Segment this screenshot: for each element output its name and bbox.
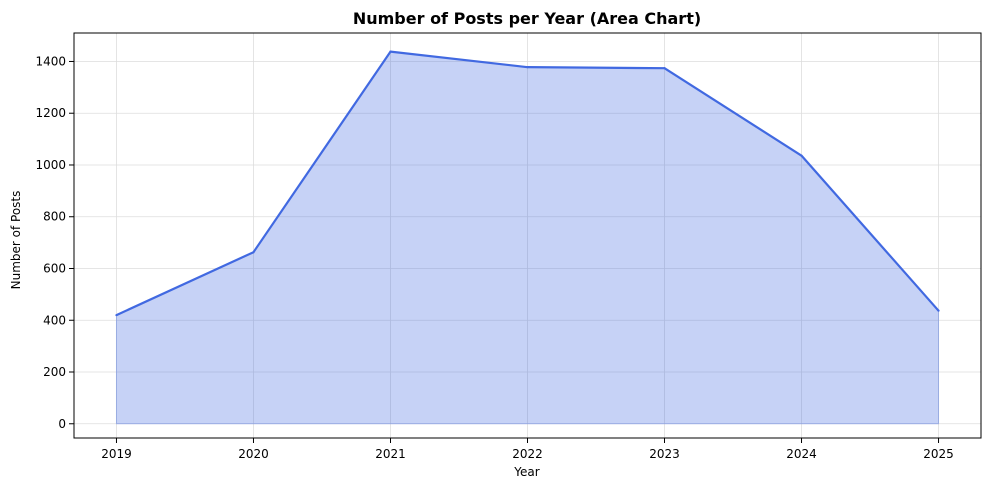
y-tick-label: 600	[43, 261, 66, 275]
x-tick-label: 2025	[923, 447, 954, 461]
data-point-2019	[115, 313, 118, 317]
y-tick-label: 1200	[35, 106, 66, 120]
data-point-2020	[252, 251, 255, 254]
data-point-2025	[937, 309, 940, 312]
x-axis: 2019 2020 2021 2022 2023 2024 2025	[101, 438, 954, 461]
x-tick-label: 2020	[238, 447, 269, 461]
x-tick-label: 2024	[786, 447, 817, 461]
y-tick-label: 1000	[35, 158, 66, 172]
x-axis-label: Year	[513, 465, 539, 479]
y-tick-label: 400	[43, 313, 66, 327]
y-tick-label: 800	[43, 210, 66, 224]
y-tick-label: 200	[43, 365, 66, 379]
series-layer	[115, 50, 940, 425]
data-point-2021	[389, 50, 392, 53]
y-axis-label: Number of Posts	[9, 191, 23, 290]
grid-lines	[74, 33, 981, 438]
data-point-2024	[800, 154, 803, 157]
x-tick-label: 2023	[649, 447, 680, 461]
data-point-2022	[526, 66, 529, 69]
chart-title: Number of Posts per Year (Area Chart)	[353, 9, 701, 28]
y-axis: 0 200 400 600 800 1000 1200 1400	[35, 54, 74, 431]
data-point-2023	[663, 67, 666, 70]
x-tick-label: 2022	[512, 447, 543, 461]
y-tick-label: 0	[58, 417, 66, 431]
y-tick-label: 1400	[35, 54, 66, 68]
x-tick-label: 2019	[101, 447, 132, 461]
x-tick-label: 2021	[375, 447, 406, 461]
